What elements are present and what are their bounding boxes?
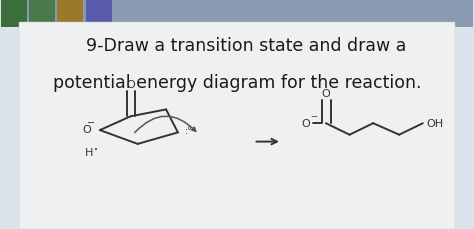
FancyBboxPatch shape — [29, 0, 55, 27]
Text: potential energy diagram for the reaction.: potential energy diagram for the reactio… — [53, 73, 421, 91]
Text: H: H — [85, 148, 94, 158]
Text: O: O — [82, 124, 91, 134]
FancyBboxPatch shape — [0, 0, 474, 27]
FancyBboxPatch shape — [0, 0, 27, 27]
Text: O: O — [126, 79, 135, 89]
FancyBboxPatch shape — [86, 0, 112, 27]
FancyBboxPatch shape — [19, 23, 455, 229]
Text: O: O — [321, 89, 330, 98]
FancyBboxPatch shape — [57, 0, 83, 27]
Text: −: − — [87, 117, 95, 128]
Text: 9-Draw a transition state and draw a: 9-Draw a transition state and draw a — [86, 37, 407, 55]
Text: O: O — [301, 119, 310, 129]
Text: :°: :° — [185, 125, 193, 136]
Text: •: • — [94, 146, 98, 152]
Text: −: − — [310, 111, 317, 120]
Text: OH: OH — [427, 119, 444, 129]
